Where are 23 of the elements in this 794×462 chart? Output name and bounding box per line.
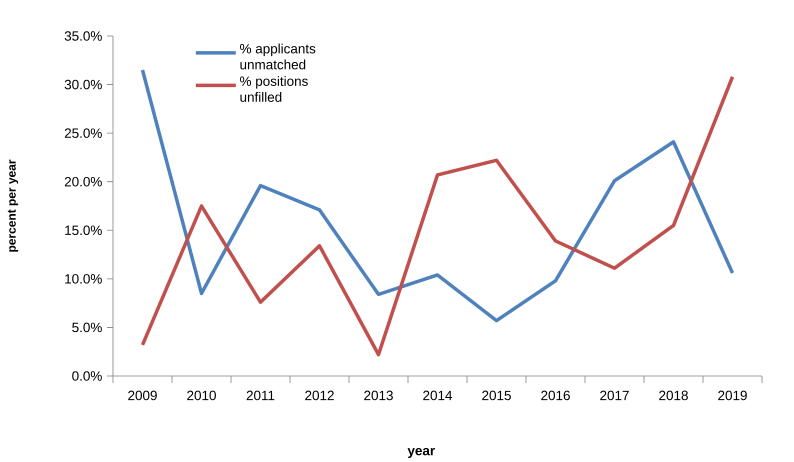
y-axis-title: percent per year — [8, 159, 18, 252]
x-tick-label: 2016 — [541, 390, 570, 400]
y-tick-label: 30.0% — [64, 80, 102, 90]
x-tick-label: 2009 — [128, 390, 157, 400]
y-tick-label: 5.0% — [72, 322, 102, 332]
x-tick-label: 2019 — [718, 390, 747, 400]
legend-label: % applicants unmatched — [240, 43, 316, 70]
y-tick-label: 25.0% — [64, 128, 102, 138]
x-tick-label: 2011 — [246, 390, 274, 400]
x-tick-label: 2017 — [600, 390, 629, 400]
x-tick-label: 2014 — [423, 390, 452, 400]
y-tick-label: 0.0% — [72, 370, 102, 381]
x-tick-label: 2013 — [364, 390, 393, 400]
x-axis-title: year — [408, 448, 435, 458]
y-tick-label: 10.0% — [65, 274, 102, 284]
x-tick-label: 2015 — [482, 390, 511, 400]
x-tick-label: 2012 — [305, 390, 334, 400]
legend-label: % positions unfilled — [240, 76, 308, 102]
y-tick-label: 20.0% — [64, 176, 102, 186]
y-tick-label: 15.0% — [65, 225, 102, 235]
y-tick-label: 35.0% — [64, 30, 102, 40]
x-tick-label: 2010 — [187, 390, 216, 400]
x-tick-label: 2018 — [659, 390, 688, 400]
